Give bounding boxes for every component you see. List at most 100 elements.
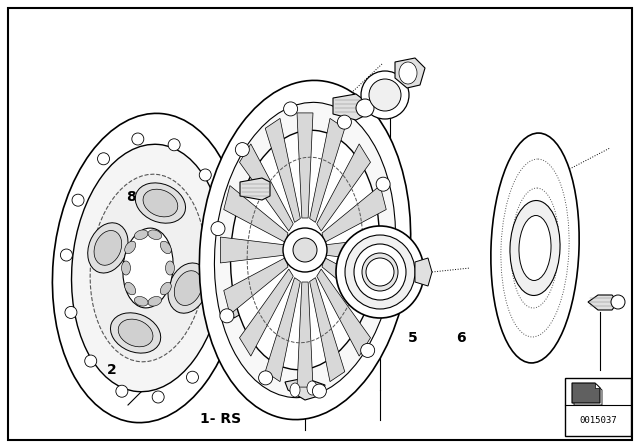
Text: 4: 4 bbox=[324, 179, 335, 193]
Circle shape bbox=[116, 385, 128, 397]
Ellipse shape bbox=[118, 319, 153, 347]
Ellipse shape bbox=[160, 241, 172, 254]
Circle shape bbox=[168, 139, 180, 151]
Ellipse shape bbox=[166, 261, 175, 275]
Ellipse shape bbox=[134, 297, 148, 306]
Circle shape bbox=[361, 71, 409, 119]
Polygon shape bbox=[322, 258, 387, 314]
Circle shape bbox=[220, 309, 234, 323]
Ellipse shape bbox=[135, 183, 186, 223]
Ellipse shape bbox=[362, 253, 398, 291]
Ellipse shape bbox=[354, 244, 406, 300]
Polygon shape bbox=[239, 269, 293, 356]
Text: 7: 7 bbox=[257, 123, 268, 137]
Circle shape bbox=[236, 142, 250, 157]
Ellipse shape bbox=[160, 282, 172, 295]
Circle shape bbox=[356, 99, 374, 117]
Ellipse shape bbox=[491, 133, 579, 363]
Ellipse shape bbox=[90, 174, 206, 362]
Circle shape bbox=[212, 330, 224, 342]
Polygon shape bbox=[239, 144, 293, 231]
Circle shape bbox=[284, 102, 298, 116]
Polygon shape bbox=[265, 278, 300, 382]
Ellipse shape bbox=[88, 223, 128, 273]
Ellipse shape bbox=[230, 130, 380, 370]
Circle shape bbox=[361, 344, 374, 358]
Text: 6: 6 bbox=[456, 331, 466, 345]
Ellipse shape bbox=[290, 383, 300, 397]
Ellipse shape bbox=[122, 261, 131, 275]
Ellipse shape bbox=[143, 189, 178, 217]
Text: 3: 3 bbox=[318, 331, 328, 345]
Ellipse shape bbox=[94, 231, 122, 265]
Circle shape bbox=[223, 275, 236, 287]
Polygon shape bbox=[297, 282, 313, 387]
Ellipse shape bbox=[199, 80, 411, 420]
Circle shape bbox=[385, 264, 399, 278]
Polygon shape bbox=[572, 383, 600, 403]
Circle shape bbox=[283, 228, 327, 272]
Polygon shape bbox=[220, 237, 285, 263]
Ellipse shape bbox=[111, 313, 161, 353]
Text: 5: 5 bbox=[408, 331, 418, 345]
Polygon shape bbox=[224, 185, 288, 242]
Ellipse shape bbox=[125, 282, 136, 295]
Circle shape bbox=[186, 371, 198, 383]
Polygon shape bbox=[224, 258, 288, 314]
Polygon shape bbox=[297, 113, 313, 218]
Ellipse shape bbox=[345, 235, 415, 309]
Circle shape bbox=[60, 249, 72, 261]
Circle shape bbox=[312, 384, 326, 398]
Circle shape bbox=[366, 258, 394, 286]
Polygon shape bbox=[395, 58, 425, 88]
Circle shape bbox=[219, 218, 231, 229]
Circle shape bbox=[211, 222, 225, 236]
Polygon shape bbox=[230, 290, 248, 318]
Circle shape bbox=[369, 79, 401, 111]
Polygon shape bbox=[285, 378, 325, 400]
Circle shape bbox=[199, 169, 211, 181]
Polygon shape bbox=[588, 295, 618, 310]
Polygon shape bbox=[310, 118, 345, 222]
Circle shape bbox=[337, 115, 351, 129]
Polygon shape bbox=[317, 144, 371, 231]
Polygon shape bbox=[415, 258, 432, 286]
Polygon shape bbox=[317, 269, 371, 356]
Circle shape bbox=[152, 391, 164, 403]
Text: 1- RS: 1- RS bbox=[200, 412, 241, 426]
Ellipse shape bbox=[399, 62, 417, 84]
Ellipse shape bbox=[148, 297, 161, 306]
Polygon shape bbox=[265, 118, 300, 222]
Ellipse shape bbox=[52, 113, 244, 422]
Polygon shape bbox=[324, 237, 390, 263]
Circle shape bbox=[97, 153, 109, 165]
Ellipse shape bbox=[519, 215, 551, 280]
Ellipse shape bbox=[148, 230, 161, 240]
Bar bbox=[565, 378, 631, 436]
Ellipse shape bbox=[214, 102, 396, 398]
Ellipse shape bbox=[72, 144, 225, 392]
Polygon shape bbox=[333, 94, 364, 120]
Circle shape bbox=[376, 177, 390, 191]
Ellipse shape bbox=[123, 228, 173, 308]
Ellipse shape bbox=[174, 271, 202, 306]
Circle shape bbox=[132, 133, 144, 145]
Ellipse shape bbox=[134, 230, 148, 240]
Circle shape bbox=[72, 194, 84, 206]
Ellipse shape bbox=[168, 263, 208, 313]
Polygon shape bbox=[240, 178, 270, 200]
Circle shape bbox=[84, 355, 97, 367]
Circle shape bbox=[65, 306, 77, 319]
Polygon shape bbox=[595, 383, 600, 388]
Text: 0015037: 0015037 bbox=[579, 415, 617, 425]
Polygon shape bbox=[310, 278, 345, 382]
Circle shape bbox=[259, 371, 273, 385]
Ellipse shape bbox=[125, 241, 136, 254]
Ellipse shape bbox=[510, 201, 560, 296]
Circle shape bbox=[611, 295, 625, 309]
Text: 8: 8 bbox=[126, 190, 136, 204]
Ellipse shape bbox=[336, 226, 424, 318]
Text: 2: 2 bbox=[107, 362, 117, 377]
Circle shape bbox=[293, 238, 317, 262]
Polygon shape bbox=[322, 185, 387, 242]
